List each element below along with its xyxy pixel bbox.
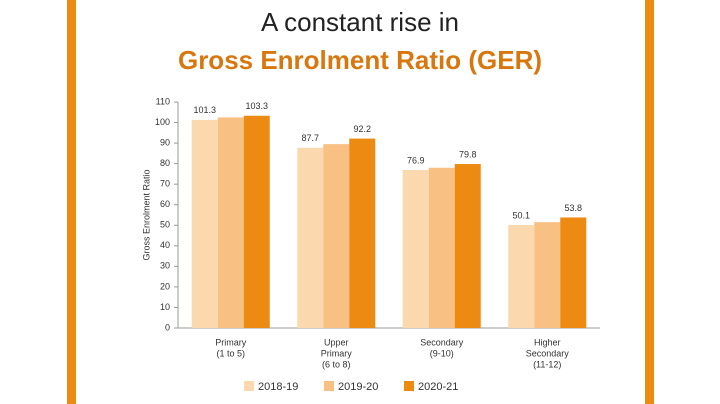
bar [297,147,324,328]
legend-swatch [324,381,334,391]
x-tick-label: (1 to 5) [216,348,245,358]
y-tick-label: 50 [160,220,170,230]
x-tick-label: Primary [215,337,246,347]
x-tick-label: Secondary [526,348,570,358]
bar [402,170,429,328]
legend-swatch [244,381,254,391]
bar [534,222,561,328]
y-axis-label: Gross Enrolment Ratio [141,169,151,260]
bar [428,167,455,328]
y-tick-label: 30 [160,261,170,271]
x-tick-label: (9-10) [430,348,454,358]
data-label: 79.8 [459,149,477,159]
chart-subtitle: Gross Enrolment Ratio (GER) [178,45,542,75]
side-stripe [67,0,76,404]
bar [454,164,481,328]
x-tick-label: Upper [324,337,349,347]
data-label: 76.9 [407,155,425,165]
legend-label: 2020-21 [418,381,458,393]
legend-label: 2018-19 [258,381,298,393]
x-tick-label: Secondary [420,337,464,347]
data-label: 101.3 [193,105,216,115]
bar [349,138,376,328]
y-tick-label: 100 [155,117,170,127]
y-tick-label: 0 [165,322,170,332]
data-label: 53.8 [564,203,582,213]
y-tick-label: 80 [160,158,170,168]
bar [323,144,350,328]
bar [243,115,270,328]
data-label: 87.7 [301,133,319,143]
y-tick-label: 10 [160,302,170,312]
x-tick-label: Primary [321,348,352,358]
bar [508,225,535,328]
side-stripe [645,0,654,404]
y-tick-label: 20 [160,281,170,291]
y-tick-label: 110 [156,96,170,106]
y-tick-label: 40 [160,240,170,250]
y-tick-label: 90 [160,137,170,147]
data-label: 50.1 [512,210,530,220]
legend-label: 2019-20 [338,381,378,393]
x-tick-label: (11-12) [533,359,561,369]
data-label: 103.3 [245,101,268,111]
x-tick-label: Higher [534,337,561,347]
chart-title: A constant rise in [261,7,459,37]
bar [560,217,587,328]
x-tick-label: (6 to 8) [322,359,351,369]
bar [191,119,218,328]
data-label: 92.2 [353,124,371,134]
bar [217,117,244,328]
legend-swatch [404,381,414,391]
y-tick-label: 70 [160,179,170,189]
y-tick-label: 60 [160,199,170,209]
